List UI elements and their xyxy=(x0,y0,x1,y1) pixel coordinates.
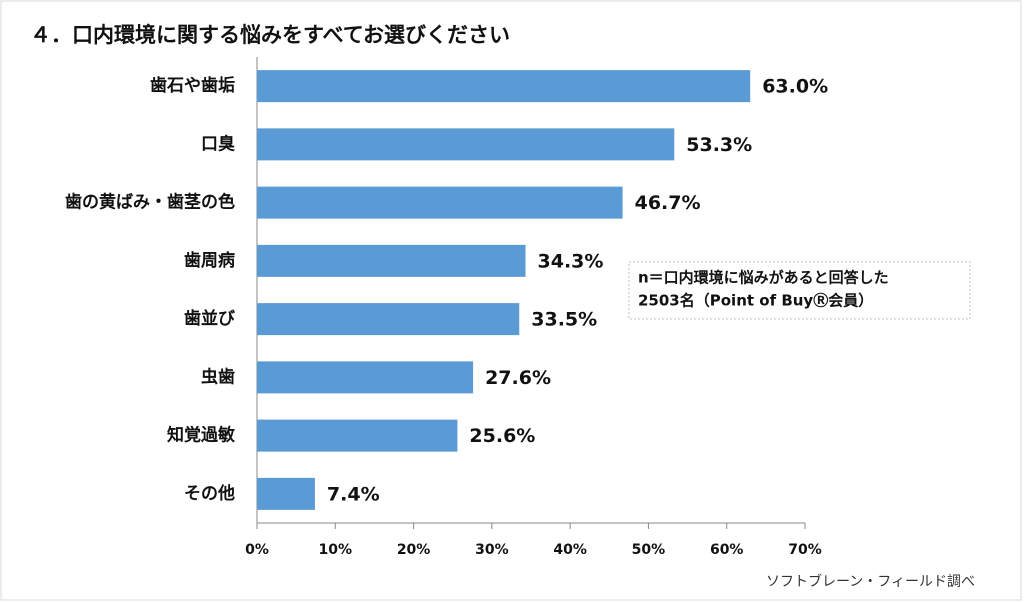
x-tick-label: 0% xyxy=(245,542,269,558)
y-tick-label: 虫歯 xyxy=(201,366,235,387)
value-label: 46.7% xyxy=(635,192,701,214)
source: ソフトブレーン・フィールド調べ xyxy=(766,573,975,590)
bar xyxy=(257,70,751,103)
x-tick-label: 30% xyxy=(475,542,509,558)
value-label: 7.4% xyxy=(327,483,380,505)
x-tick-label: 50% xyxy=(632,542,666,558)
y-tick-label: 歯並び xyxy=(184,308,235,329)
x-tick-label: 60% xyxy=(710,542,744,558)
value-label: 33.5% xyxy=(531,309,597,331)
bar xyxy=(257,244,526,277)
x-tick-label: 10% xyxy=(319,542,353,558)
value-label: 25.6% xyxy=(469,425,535,447)
x-tick-label: 70% xyxy=(788,542,822,558)
value-label: 53.3% xyxy=(686,134,752,156)
bar xyxy=(257,419,458,452)
y-tick-label: 知覚過敏 xyxy=(166,425,235,446)
x-tick-label: 20% xyxy=(397,542,431,558)
y-tick-label: 歯石や歯垢 xyxy=(150,75,235,96)
note-line: n＝口内環境に悩みがあると回答した xyxy=(638,269,889,287)
y-tick-label: その他 xyxy=(184,483,235,504)
y-tick-label: 口臭 xyxy=(201,133,235,154)
bar xyxy=(257,361,474,394)
y-tick-label: 歯の黄ばみ・歯茎の色 xyxy=(65,192,235,213)
bar xyxy=(257,303,520,336)
value-label: 63.0% xyxy=(762,76,828,98)
bar xyxy=(257,186,623,219)
y-tick-label: 歯周病 xyxy=(184,250,235,271)
note-box xyxy=(628,261,971,320)
note-line: 2503名（Point of BuyⓇ会員） xyxy=(638,292,873,310)
bar xyxy=(257,128,675,161)
value-label: 27.6% xyxy=(485,367,551,389)
value-label: 34.3% xyxy=(538,250,604,272)
x-tick-label: 40% xyxy=(553,542,587,558)
bar xyxy=(257,477,315,510)
chart-title: ４．口内環境に関する悩みをすべてお選びください xyxy=(30,23,510,47)
